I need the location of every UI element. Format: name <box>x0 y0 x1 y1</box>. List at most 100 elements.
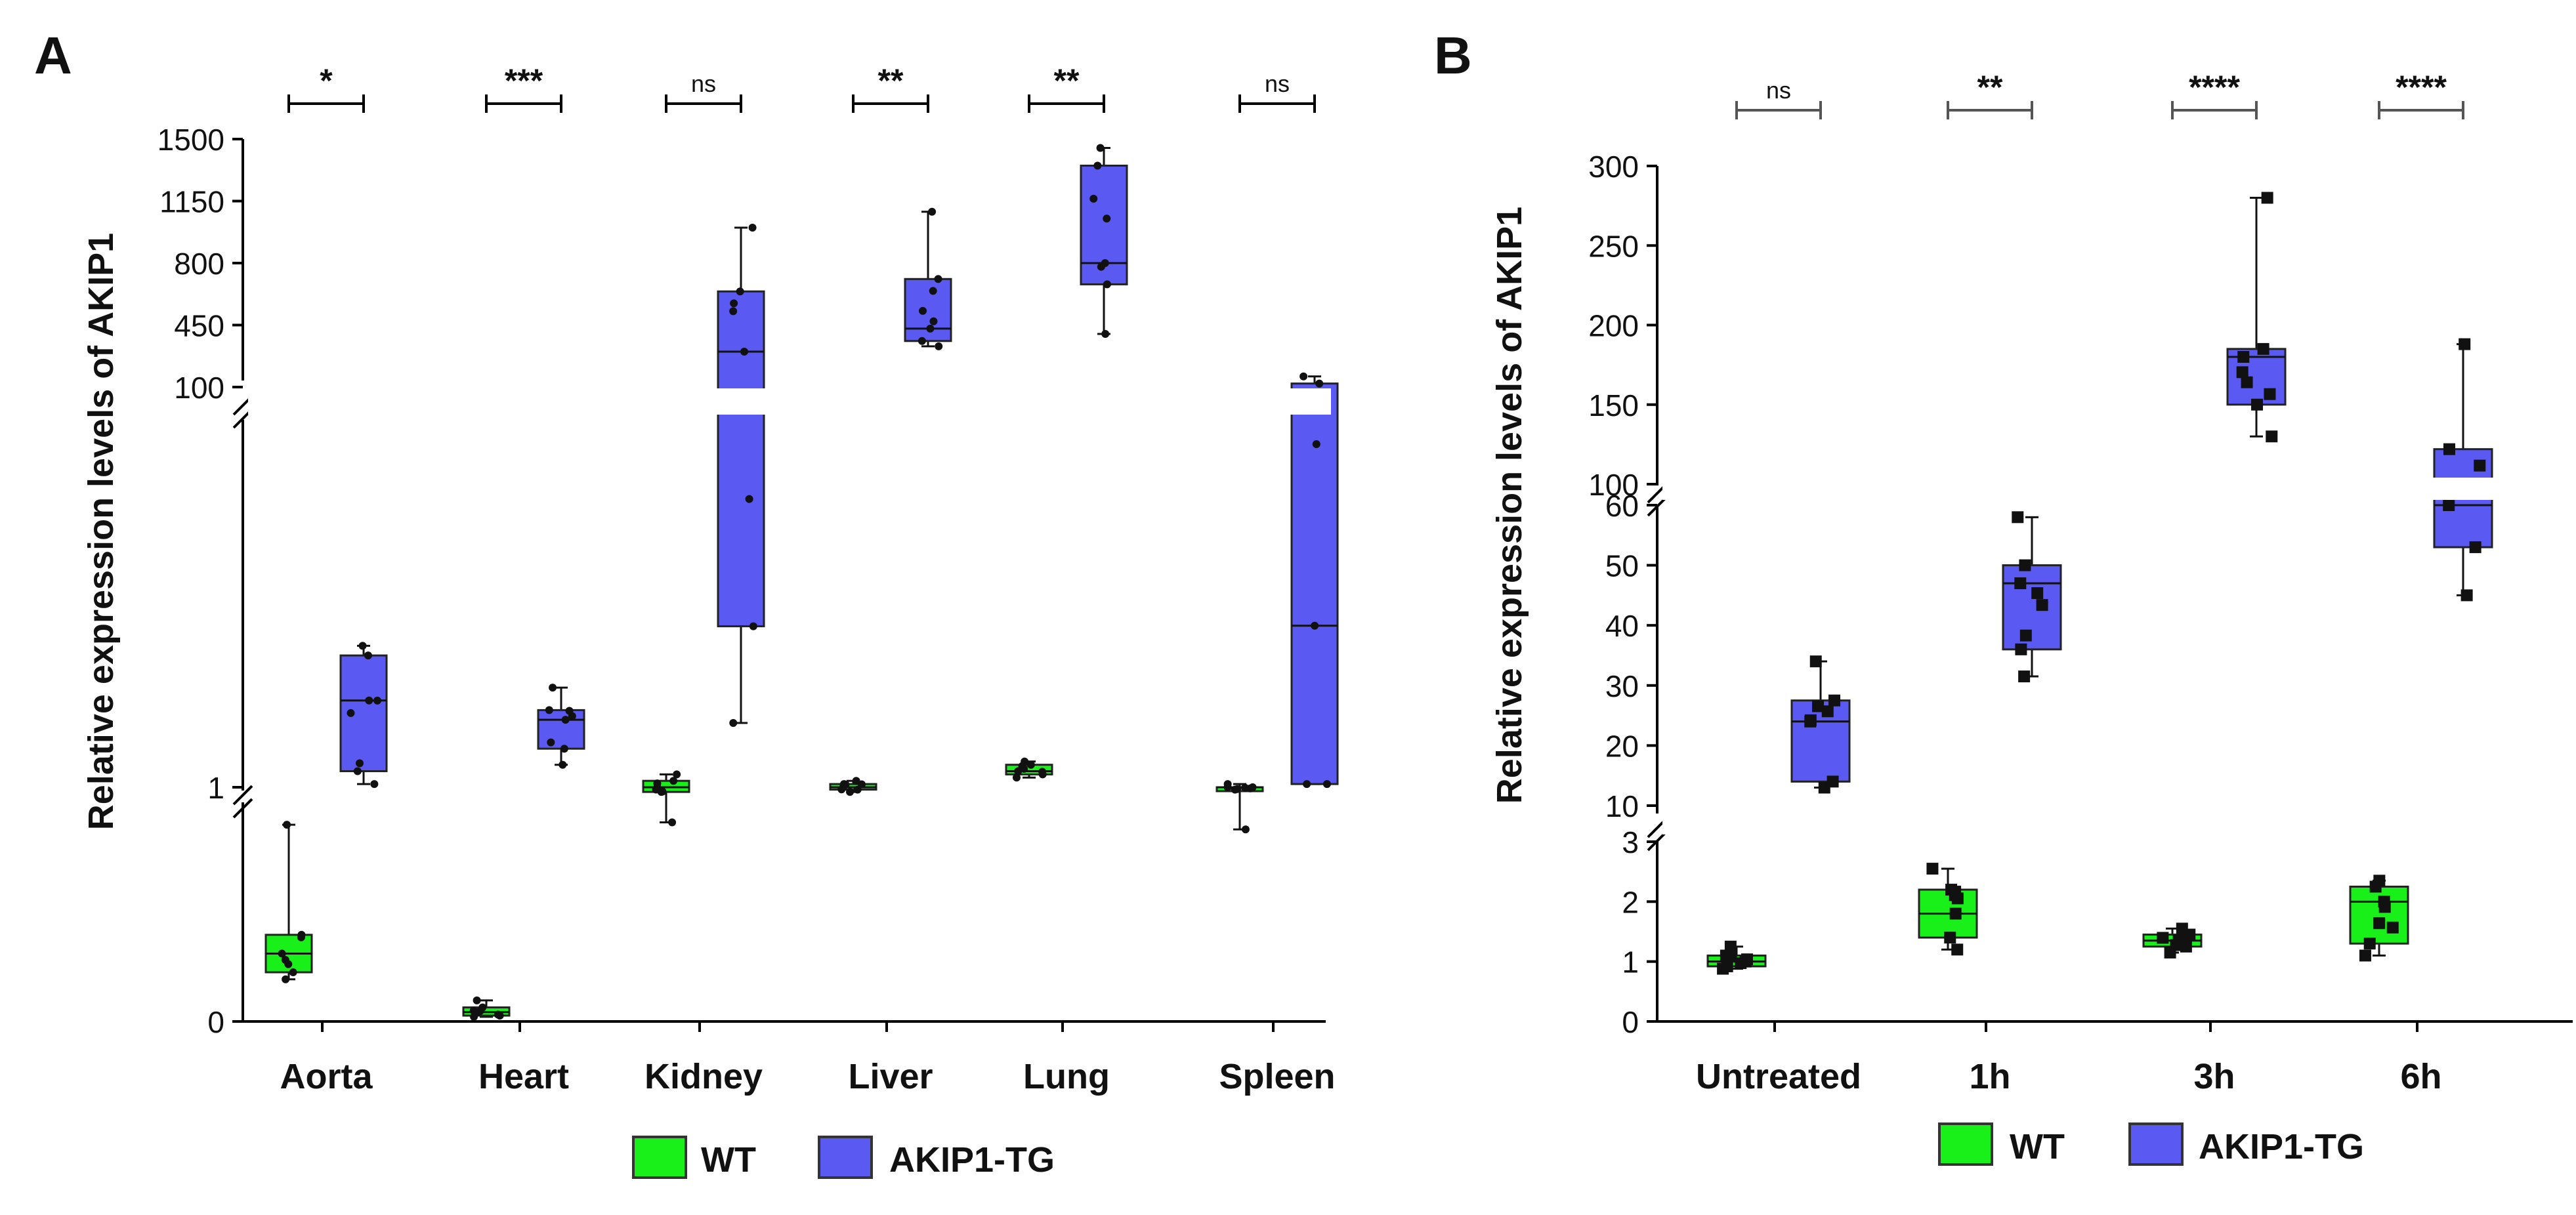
axis-break-mark <box>232 798 253 819</box>
significance-label: ** <box>1054 62 1080 99</box>
data-point <box>745 495 753 503</box>
data-point <box>353 767 362 775</box>
data-point <box>1012 773 1021 782</box>
significance-label: *** <box>505 62 543 99</box>
data-point <box>2378 901 2391 913</box>
significance-label: ** <box>1977 69 2003 106</box>
data-point <box>284 960 293 968</box>
y-tick-label: 0 <box>207 1005 224 1039</box>
data-point <box>2359 949 2371 962</box>
data-point <box>2157 932 2169 944</box>
data-point <box>1944 932 1956 944</box>
data-point <box>668 818 677 827</box>
data-point <box>736 287 744 296</box>
data-point <box>1735 957 1747 970</box>
data-point <box>2236 366 2249 379</box>
data-point <box>935 342 943 350</box>
data-point <box>652 785 660 794</box>
y-tick-label: 40 <box>1605 609 1639 643</box>
box-tg <box>2002 564 2062 651</box>
data-point <box>1093 161 1102 170</box>
data-point <box>919 306 927 315</box>
data-point <box>561 716 570 724</box>
data-point <box>658 787 667 796</box>
y-tick-label: 100 <box>1588 468 1639 502</box>
data-point <box>283 821 291 829</box>
legend-label-tg: AKIP1-TG <box>2199 1127 2364 1166</box>
data-point <box>289 968 297 977</box>
data-point <box>857 780 866 789</box>
data-point <box>1241 783 1250 792</box>
data-point <box>1299 372 1308 381</box>
data-point <box>2176 933 2189 945</box>
data-point <box>926 324 935 333</box>
significance-label: ns <box>1766 77 1791 104</box>
data-point <box>2386 921 2399 934</box>
data-point <box>2251 398 2264 411</box>
data-point <box>1038 768 1047 776</box>
data-point <box>1103 280 1111 289</box>
data-point <box>297 933 305 941</box>
data-point <box>2018 670 2031 683</box>
data-point <box>549 684 557 692</box>
data-point <box>2014 577 2027 590</box>
y-tick-label: 450 <box>174 309 224 343</box>
significance-label: **** <box>2396 69 2447 106</box>
data-point <box>1315 379 1324 388</box>
data-point <box>1312 440 1320 449</box>
x-tick-label: Liver <box>848 1057 933 1096</box>
y-axis-title-a: Relative expression levels of AKIP1 <box>81 233 121 830</box>
x-tick-label: Heart <box>478 1057 569 1096</box>
data-point <box>1821 705 1834 718</box>
legend-swatch-wt <box>632 1136 687 1179</box>
significance-label: ns <box>691 70 716 97</box>
significance-label: **** <box>2189 69 2240 106</box>
data-point <box>1233 785 1242 793</box>
data-point <box>1724 940 1737 953</box>
data-point <box>740 348 749 356</box>
data-point <box>1725 951 1737 963</box>
data-point <box>748 224 757 232</box>
data-point <box>365 696 373 705</box>
y-tick-label: 1500 <box>158 123 224 157</box>
y-tick-label: 200 <box>1588 309 1639 343</box>
data-point <box>928 207 937 216</box>
data-point <box>547 738 555 747</box>
data-point <box>1949 886 1962 898</box>
data-point <box>565 707 574 715</box>
data-point <box>2015 643 2027 655</box>
data-point <box>2443 499 2455 511</box>
legend-label-wt: WT <box>701 1140 756 1180</box>
data-point <box>469 1006 478 1015</box>
data-point <box>373 696 381 705</box>
data-point <box>929 287 937 295</box>
data-point <box>2264 388 2276 400</box>
data-point <box>1809 655 1822 668</box>
axis-break-gap <box>1662 812 2576 834</box>
panel-letter-b: B <box>1434 26 1472 85</box>
data-point <box>2469 541 2481 554</box>
data-point <box>355 759 364 768</box>
data-point <box>1926 863 1939 875</box>
data-point <box>2474 459 2486 472</box>
data-point <box>2012 511 2024 524</box>
y-tick-label: 50 <box>1605 549 1639 583</box>
y-tick-label: 3 <box>1622 825 1639 859</box>
x-tick-label: Lung <box>1023 1057 1110 1096</box>
data-point <box>494 1010 502 1019</box>
y-tick-label: 20 <box>1605 729 1639 763</box>
data-point <box>1949 907 1962 920</box>
data-point <box>559 760 567 769</box>
data-point <box>1721 960 1733 972</box>
legend-label-wt: WT <box>2010 1127 2065 1166</box>
data-point <box>2176 922 2188 935</box>
box-tg <box>717 290 765 628</box>
data-point <box>370 780 379 789</box>
data-point <box>545 706 553 714</box>
y-tick-label: 800 <box>174 247 224 281</box>
data-point <box>669 777 678 785</box>
data-point <box>2036 599 2048 611</box>
data-point <box>364 651 372 660</box>
